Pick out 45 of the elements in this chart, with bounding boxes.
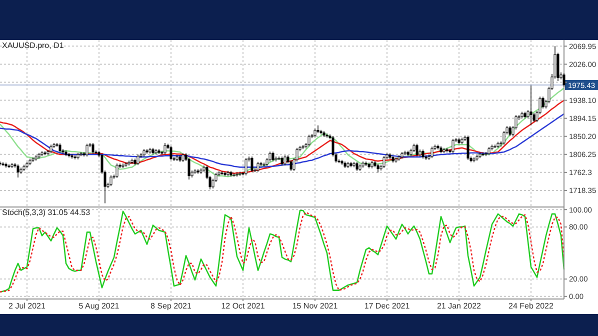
candlestick xyxy=(302,144,304,150)
candlestick xyxy=(466,135,470,160)
candlestick xyxy=(280,156,284,166)
candlestick xyxy=(508,126,512,136)
candlestick xyxy=(164,142,166,155)
x-tick-label: 17 Dec 2021 xyxy=(364,302,410,311)
candlestick xyxy=(422,149,424,159)
candlestick xyxy=(122,163,124,168)
x-tick-label: 5 Aug 2021 xyxy=(78,302,120,311)
candlestick xyxy=(110,175,112,186)
candlestick xyxy=(86,143,88,157)
chart-title: XAUUSD.pro, D1 xyxy=(2,41,64,50)
candlestick xyxy=(58,143,62,153)
candlestick xyxy=(542,96,544,109)
candlestick xyxy=(92,142,94,154)
candlestick xyxy=(430,146,434,159)
x-tick-label: 12 Oct 2021 xyxy=(221,302,266,311)
candlestick xyxy=(284,154,286,166)
candlestick xyxy=(290,160,292,172)
x-tick-label: 2 Jul 2021 xyxy=(8,302,46,311)
candlestick xyxy=(272,151,274,162)
x-tick-label: 21 Jan 2022 xyxy=(436,302,482,311)
candlestick xyxy=(308,134,310,147)
chart-title: Stoch(5,3,3) 31.05 44.53 xyxy=(2,208,90,217)
candlestick xyxy=(136,154,140,166)
candlestick xyxy=(452,138,454,154)
candlestick xyxy=(382,156,386,168)
candlestick xyxy=(170,146,172,161)
candlestick xyxy=(256,162,260,172)
candlestick xyxy=(238,171,242,176)
candlestick xyxy=(530,85,532,126)
x-tick-label: 8 Sep 2021 xyxy=(150,302,192,311)
candlestick xyxy=(356,162,358,172)
line-series xyxy=(0,100,565,174)
candlestick xyxy=(316,124,320,134)
candlestick xyxy=(250,156,254,172)
x-tick-label: 24 Feb 2022 xyxy=(508,302,554,311)
candlestick xyxy=(244,158,248,176)
line-series xyxy=(0,113,565,168)
candlestick xyxy=(268,151,272,162)
candlestick xyxy=(188,157,190,180)
candlestick xyxy=(416,143,418,157)
x-tick-label: 15 Nov 2021 xyxy=(292,302,338,311)
candlestick xyxy=(116,163,118,178)
candlestick xyxy=(16,164,20,178)
